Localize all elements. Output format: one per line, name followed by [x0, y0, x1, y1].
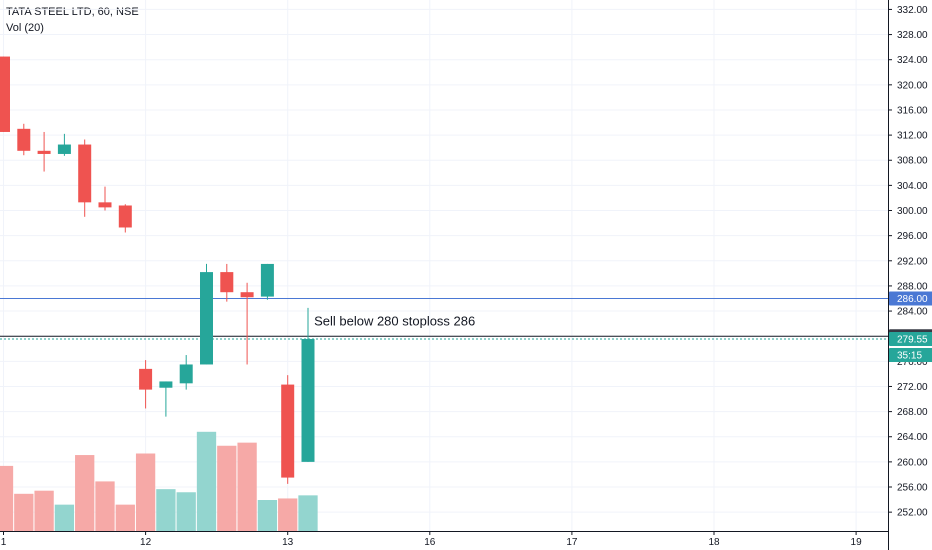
price-axis[interactable]: 252.00 256.00 260.00 264.00 268.00 272.00 276.…	[888, 0, 928, 550]
time-tick-label: 13	[282, 537, 294, 548]
price-badge-bg	[889, 348, 932, 363]
candle	[179, 355, 193, 390]
annotation-text[interactable]: Sell below 280 stoploss 286	[314, 314, 475, 329]
price-tick-label: 268.00	[897, 407, 928, 418]
candle-body	[57, 144, 71, 154]
candle	[57, 133, 71, 156]
candle-body	[220, 272, 234, 293]
time-tick-label: 19	[851, 537, 863, 548]
candle	[17, 123, 31, 156]
price-tick-label: 308.00	[897, 156, 928, 167]
price-tick-label: 256.00	[897, 483, 928, 494]
price-badge: 286.00	[889, 291, 932, 306]
candle	[220, 263, 234, 302]
candle	[37, 131, 51, 172]
price-tick-label: 276.00	[897, 357, 928, 368]
volume-bar	[257, 500, 278, 531]
time-tick-label: 12	[140, 537, 152, 548]
candle	[98, 186, 112, 211]
annotations[interactable]: Sell below 280 stoploss 286	[314, 314, 475, 329]
price-badge-label: 286.00	[897, 294, 928, 305]
candle	[281, 375, 295, 484]
candle	[159, 381, 173, 417]
volume-bar	[54, 504, 75, 531]
candle	[301, 307, 315, 462]
price-tick-label: 300.00	[897, 206, 928, 217]
price-tick-label: 292.00	[897, 256, 928, 267]
time-tick-label: 1	[1, 537, 7, 548]
candle	[139, 360, 153, 409]
price-tick-label: 324.00	[897, 55, 928, 66]
volume-bar	[156, 489, 176, 531]
candle-body	[301, 339, 315, 462]
candle-body	[139, 368, 153, 390]
volume-bar	[34, 490, 54, 531]
candle-body	[37, 150, 51, 154]
candle-body	[179, 364, 193, 384]
volume-bar	[298, 495, 318, 531]
volume-bar	[196, 431, 217, 531]
price-tick-label: 284.00	[897, 307, 928, 318]
price-tick-label: 320.00	[897, 80, 928, 91]
candle-body	[78, 144, 92, 203]
grid	[0, 0, 888, 531]
price-tick-label: 252.00	[897, 508, 928, 519]
price-badge-label: 35:15	[897, 351, 922, 362]
volume-bar	[135, 453, 156, 531]
volume-bar	[14, 493, 34, 531]
candle-body	[118, 205, 132, 228]
volume-bar	[95, 481, 115, 531]
volume-bar	[237, 442, 257, 531]
candle	[260, 263, 274, 300]
candle-body	[281, 384, 295, 478]
volume-bars	[0, 431, 318, 531]
candle-body	[159, 381, 173, 388]
price-tick-label: 332.00	[897, 5, 928, 16]
price-tick-label: 288.00	[897, 281, 928, 292]
volume-indicator-label[interactable]: Vol (20)	[6, 22, 44, 34]
horizontal-lines[interactable]	[0, 297, 888, 340]
volume-bar	[176, 492, 196, 531]
candle	[78, 139, 92, 217]
time-axis[interactable]: 1 12 13 16 17 18 19	[0, 531, 888, 548]
price-tick-label: 264.00	[897, 432, 928, 443]
price-tick-label: 260.00	[897, 457, 928, 468]
time-tick-label: 18	[708, 537, 720, 548]
price-tick-label: 296.00	[897, 231, 928, 242]
candle-body	[260, 263, 274, 297]
volume-bar	[75, 455, 95, 531]
candles	[0, 56, 315, 484]
volume-bar	[0, 465, 14, 531]
price-badge-bg	[889, 291, 932, 306]
price-badge-bg	[889, 332, 932, 347]
price-tick-label: 328.00	[897, 30, 928, 41]
volume-bar	[115, 504, 135, 531]
price-tick-label: 316.00	[897, 105, 928, 116]
volume-bar	[217, 445, 237, 531]
candle-body	[98, 202, 112, 208]
price-tick-label: 272.00	[897, 382, 928, 393]
price-badge: 279.55	[889, 332, 932, 347]
time-tick-label: 16	[424, 537, 436, 548]
candle-body	[17, 128, 31, 151]
candle	[200, 263, 213, 365]
candle	[0, 56, 10, 132]
candle-body	[0, 56, 10, 132]
price-badge: 35:15	[889, 348, 932, 363]
candle-body	[240, 292, 254, 298]
price-badge-label: 279.55	[897, 335, 928, 346]
price-tick-label: 312.00	[897, 131, 928, 142]
time-tick-label: 17	[566, 537, 578, 548]
candle	[118, 204, 132, 233]
price-tick-label: 304.00	[897, 181, 928, 192]
volume-bar	[278, 498, 298, 531]
candle	[240, 282, 254, 365]
candle-body	[200, 272, 213, 365]
